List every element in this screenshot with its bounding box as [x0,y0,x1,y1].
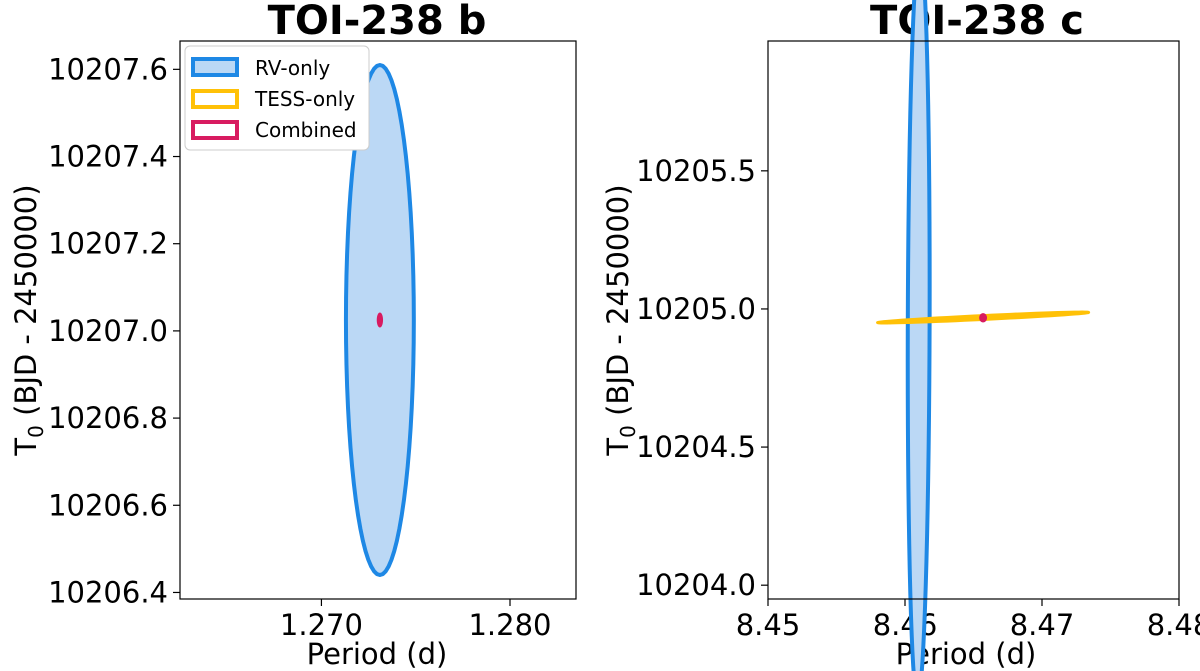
series-rv-only-ellipse [905,0,932,671]
y-tick-label: 10207.2 [48,227,168,261]
axis-ticks: 1.270 1.280 10206.4 10206.6 10206.8 10207.0 10… [48,52,551,642]
y-tick-label: 10207.0 [48,314,168,348]
legend-swatch-rv-only [191,57,239,77]
y-tick-label: 10206.4 [48,575,168,609]
y-axis-label-rest: (BJD - 2450000) [9,184,43,425]
legend-label: RV-only [255,56,330,80]
x-tick-label: 8.48 [1147,608,1200,642]
legend-swatch-tess-only [191,89,239,109]
y-tick-label: 10205.5 [636,154,756,188]
x-tick-label: 8.47 [1010,608,1075,642]
x-axis-label: Period (d) [307,637,448,671]
y-tick-label: 10207.6 [48,52,168,86]
axis-ticks: 8.45 8.46 8.47 8.48 10204.0 10204.5 10205.0 102… [636,154,1200,642]
chart-panel-toi-238-c: TOI-238 c Period (d) T0 (BJD - 2450000) … [601,0,1200,671]
plot-frame [179,40,577,600]
y-axis-label: T0 (BJD - 2450000) [9,184,48,456]
y-axis-label-subscript: 0 [24,425,48,438]
y-axis-label-text: T0 (BJD - 2450000) [9,184,48,456]
y-tick-label: 10206.8 [48,401,168,435]
y-tick-label: 10204.5 [636,430,756,464]
y-axis-label: T0 (BJD - 2450000) [601,184,640,456]
legend: RV-only TESS-only Combined [184,45,370,151]
y-axis-label-subscript: 0 [616,425,640,438]
legend-label: Combined [255,118,357,142]
y-tick-label: 10207.4 [48,140,168,174]
y-tick-label: 10204.0 [636,568,756,602]
x-tick-label: 1.280 [468,608,551,642]
y-tick-label: 10206.6 [48,488,168,522]
x-tick-label: 1.270 [280,608,363,642]
chart-title: TOI-238 b [268,0,487,44]
y-axis-label-rest: (BJD - 2450000) [601,184,635,425]
x-tick-label: 8.45 [736,608,801,642]
legend-swatch-combined [191,120,239,140]
y-tick-label: 10205.0 [636,292,756,326]
legend-label: TESS-only [254,87,355,111]
data-marks [876,0,1091,671]
series-combined-ellipse [979,313,988,323]
plot-frame [767,40,1180,600]
y-axis-label-text: T0 (BJD - 2450000) [601,184,640,456]
chart-title: TOI-238 c [870,0,1084,44]
x-tick-label: 8.46 [873,608,938,642]
chart-panel-toi-238-b: TOI-238 b Period (d) T0 (BJD - 2450000) … [9,0,577,671]
series-combined-ellipse [376,312,384,328]
data-marks [343,62,416,578]
